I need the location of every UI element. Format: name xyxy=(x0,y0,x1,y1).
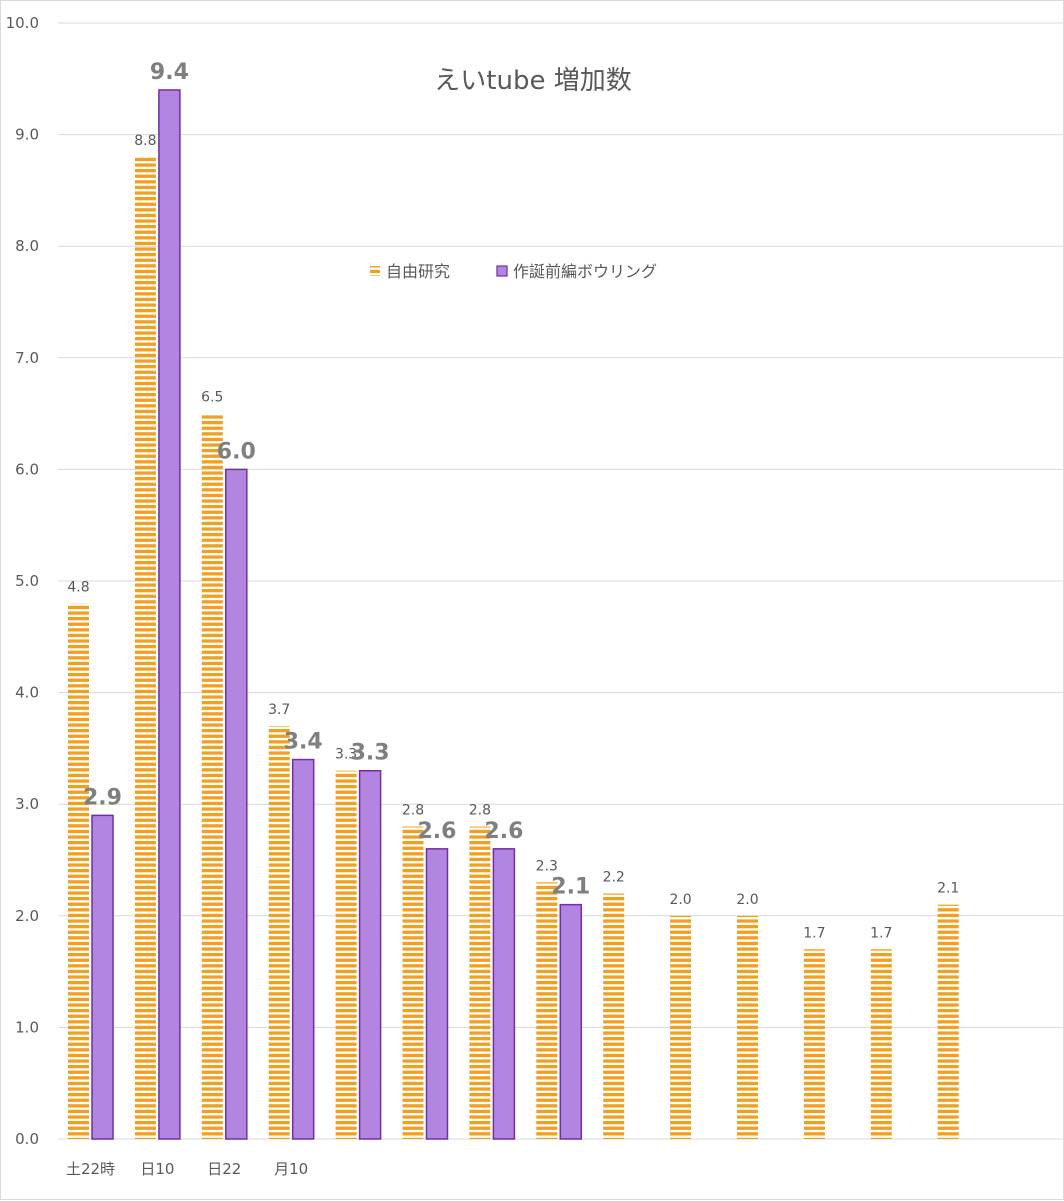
y-tick-label: 7.0 xyxy=(15,349,39,367)
data-label-jiyu-kenkyu: 6.5 xyxy=(201,390,223,406)
data-label-jiyu-kenkyu: 3.7 xyxy=(268,702,290,718)
data-label-bowling: 6.0 xyxy=(217,439,256,464)
data-label-bowling: 2.6 xyxy=(484,819,523,844)
bar-jiyu-kenkyu xyxy=(268,726,290,1139)
y-tick-label: 4.0 xyxy=(15,684,39,702)
bar-bowling xyxy=(291,758,315,1140)
chart-title: えいtube 増加数 xyxy=(434,66,631,96)
y-tick-label: 10.0 xyxy=(6,14,39,32)
data-label-bowling: 3.3 xyxy=(351,741,390,766)
bar-bowling xyxy=(559,903,583,1140)
data-label-jiyu-kenkyu: 4.8 xyxy=(67,579,89,595)
y-tick-label: 0.0 xyxy=(15,1130,39,1148)
legend-swatch-bowling xyxy=(496,265,508,277)
bar-jiyu-kenkyu xyxy=(68,603,89,1139)
y-tick-label: 8.0 xyxy=(15,237,39,255)
data-label-bowling: 9.4 xyxy=(150,60,189,85)
data-label-jiyu-kenkyu: 2.8 xyxy=(402,803,424,819)
y-tick-label: 3.0 xyxy=(15,795,39,813)
bar-jiyu-kenkyu xyxy=(670,915,692,1139)
data-label-jiyu-kenkyu: 8.8 xyxy=(134,133,156,149)
y-tick-label: 9.0 xyxy=(15,126,39,144)
y-tick-label: 2.0 xyxy=(15,907,39,925)
data-label-bowling: 2.9 xyxy=(83,785,122,810)
data-label-jiyu-kenkyu: 2.1 xyxy=(937,881,959,897)
bar-bowling xyxy=(492,848,516,1140)
bar-jiyu-kenkyu xyxy=(803,949,825,1139)
bar-jiyu-kenkyu xyxy=(870,949,892,1139)
legend-label-jiyu-kenkyu: 自由研究 xyxy=(386,262,450,281)
x-tick-label: 月10 xyxy=(274,1160,308,1178)
data-label-jiyu-kenkyu: 1.7 xyxy=(870,925,892,941)
legend: 自由研究 作誕前編ボウリング xyxy=(370,262,657,281)
bar-jiyu-kenkyu xyxy=(536,882,558,1139)
data-label-bowling: 2.1 xyxy=(551,875,590,900)
y-tick-label: 1.0 xyxy=(15,1018,39,1036)
bar-jiyu-kenkyu xyxy=(603,893,625,1139)
bar-bowling xyxy=(358,769,382,1140)
bar-jiyu-kenkyu xyxy=(201,413,223,1140)
x-tick-label: 日22 xyxy=(207,1160,241,1178)
bar-jiyu-kenkyu xyxy=(737,915,758,1139)
data-label-jiyu-kenkyu: 1.7 xyxy=(803,925,825,941)
data-label-bowling: 3.4 xyxy=(284,730,323,755)
y-tick-label: 5.0 xyxy=(15,572,39,590)
legend-swatch-jiyu-kenkyu xyxy=(370,266,380,276)
bar-jiyu-kenkyu xyxy=(335,770,357,1139)
data-label-bowling: 2.6 xyxy=(418,819,457,844)
data-label-jiyu-kenkyu: 2.0 xyxy=(669,892,691,908)
data-label-jiyu-kenkyu: 2.0 xyxy=(736,892,758,908)
bar-jiyu-kenkyu xyxy=(469,826,491,1139)
bar-bowling xyxy=(425,848,449,1140)
bar-jiyu-kenkyu xyxy=(134,156,156,1140)
x-tick-label: 日10 xyxy=(140,1160,174,1178)
y-tick-label: 6.0 xyxy=(15,460,39,478)
bar-bowling xyxy=(158,89,181,1140)
legend-label-bowling: 作誕前編ボウリング xyxy=(513,262,657,281)
bar-jiyu-kenkyu xyxy=(402,826,424,1139)
bar-jiyu-kenkyu xyxy=(937,904,959,1139)
data-label-jiyu-kenkyu: 3.3 xyxy=(335,747,357,763)
data-label-jiyu-kenkyu: 2.2 xyxy=(603,869,625,885)
bar-bowling xyxy=(225,468,248,1140)
data-label-jiyu-kenkyu: 2.8 xyxy=(469,803,491,819)
x-tick-label: 土22時 xyxy=(66,1160,115,1178)
data-label-jiyu-kenkyu: 2.3 xyxy=(536,858,558,874)
bar-bowling xyxy=(91,814,114,1140)
